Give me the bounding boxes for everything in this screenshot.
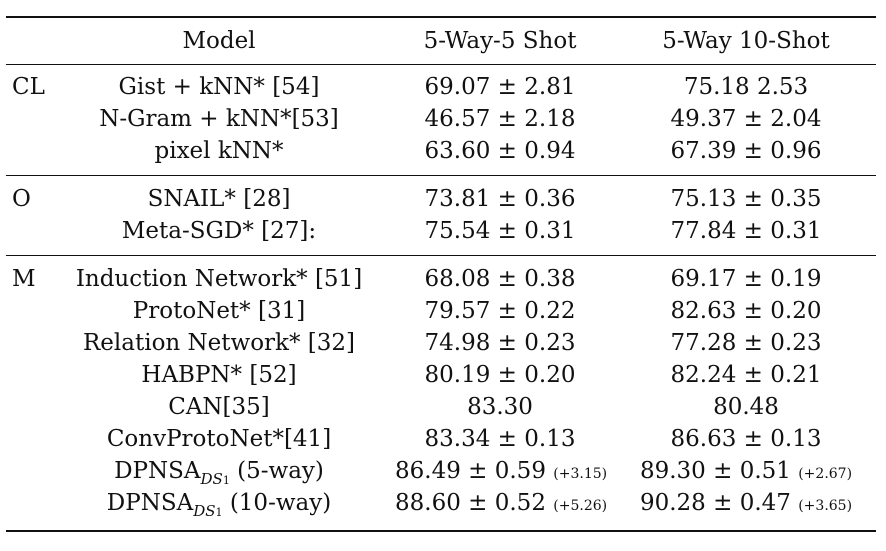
- group-label-m: M: [12, 266, 36, 292]
- model-suffix: (5-way): [229, 458, 324, 484]
- model-name: Gist + kNN* [54]: [118, 74, 320, 100]
- score-10shot: 49.37 ± 2.04: [670, 106, 822, 132]
- model-name: HABPN* [52]: [141, 362, 297, 388]
- table-row: CL Gist + kNN* [54] 69.07 ± 2.81 75.18 2…: [0, 72, 886, 102]
- top-rule: [6, 16, 876, 18]
- header-5way-10shot: 5-Way 10-Shot: [662, 28, 830, 54]
- score-value: 88.60 ± 0.52: [395, 490, 546, 516]
- bottom-rule: [6, 530, 876, 532]
- score-10shot: 77.84 ± 0.31: [670, 218, 822, 244]
- table-row: CAN[35] 83.30 80.48: [0, 392, 886, 422]
- table-row: O SNAIL* [28] 73.81 ± 0.36 75.13 ± 0.35: [0, 184, 886, 214]
- header-5way-5shot: 5-Way-5 Shot: [423, 28, 577, 54]
- model-name: pixel kNN*: [154, 138, 284, 164]
- score-5shot: 86.49 ± 0.59 (+3.15): [395, 456, 608, 489]
- score-value: 86.49 ± 0.59: [395, 458, 546, 484]
- model-name: ProtoNet* [31]: [132, 298, 306, 324]
- group-rule: [6, 255, 876, 256]
- table-row: ProtoNet* [31] 79.57 ± 0.22 82.63 ± 0.20: [0, 296, 886, 326]
- score-10shot: 77.28 ± 0.23: [670, 330, 822, 356]
- score-value: 90.28 ± 0.47: [639, 490, 791, 516]
- score-gain: (+5.26): [553, 498, 608, 514]
- score-10shot: 69.17 ± 0.19: [670, 266, 822, 292]
- header-row: Model 5-Way-5 Shot 5-Way 10-Shot: [0, 26, 886, 56]
- header-rule: [6, 64, 876, 65]
- group-label-cl: CL: [12, 74, 45, 100]
- table-row: N-Gram + kNN*[53] 46.57 ± 2.18 49.37 ± 2…: [0, 104, 886, 134]
- model-name: CAN[35]: [168, 394, 270, 420]
- subscript-index: 1: [215, 505, 223, 519]
- score-5shot: 75.54 ± 0.31: [424, 218, 576, 244]
- model-name: ConvProtoNet*[41]: [106, 426, 332, 452]
- score-10shot: 75.18 2.53: [683, 74, 809, 100]
- score-5shot: 80.19 ± 0.20: [424, 362, 576, 388]
- subscript-index: 1: [222, 473, 230, 487]
- score-5shot: 73.81 ± 0.36: [424, 186, 576, 212]
- score-5shot: 74.98 ± 0.23: [424, 330, 576, 356]
- score-10shot: 89.30 ± 0.51 (+2.67): [628, 456, 864, 489]
- table-row: DPNSADS1 (10-way) 88.60 ± 0.52 (+5.26) 9…: [0, 488, 886, 521]
- score-5shot: 46.57 ± 2.18: [424, 106, 576, 132]
- subscript-text: DS: [193, 501, 216, 520]
- group-rule: [6, 175, 876, 176]
- table-row: M Induction Network* [51] 68.08 ± 0.38 6…: [0, 264, 886, 294]
- group-label-o: O: [12, 186, 31, 212]
- model-name: N-Gram + kNN*[53]: [99, 106, 339, 132]
- model-name: Induction Network* [51]: [75, 266, 363, 292]
- score-5shot: 83.30: [467, 394, 533, 420]
- score-5shot: 63.60 ± 0.94: [424, 138, 576, 164]
- score-10shot: 67.39 ± 0.96: [670, 138, 822, 164]
- model-suffix: (10-way): [222, 490, 332, 516]
- score-10shot: 80.48: [713, 394, 779, 420]
- score-10shot: 86.63 ± 0.13: [670, 426, 822, 452]
- score-10shot: 90.28 ± 0.47 (+3.65): [628, 488, 864, 521]
- model-subscript: DS1: [193, 502, 222, 520]
- model-base: DPNSA: [106, 490, 194, 516]
- table-row: pixel kNN* 63.60 ± 0.94 67.39 ± 0.96: [0, 136, 886, 166]
- model-name: DPNSADS1 (5-way): [42, 456, 396, 496]
- table-row: HABPN* [52] 80.19 ± 0.20 82.24 ± 0.21: [0, 360, 886, 390]
- score-5shot: 88.60 ± 0.52 (+5.26): [395, 488, 608, 521]
- score-gain: (+2.67): [798, 466, 853, 482]
- score-5shot: 79.57 ± 0.22: [424, 298, 576, 324]
- score-10shot: 82.24 ± 0.21: [670, 362, 822, 388]
- score-gain: (+3.65): [798, 498, 853, 514]
- model-base: DPNSA: [114, 458, 201, 484]
- table-row: Meta-SGD* [27]: 75.54 ± 0.31 77.84 ± 0.3…: [0, 216, 886, 246]
- score-value: 89.30 ± 0.51: [639, 458, 791, 484]
- score-gain: (+3.15): [553, 466, 608, 482]
- subscript-text: DS: [200, 469, 223, 488]
- table-row: ConvProtoNet*[41] 83.34 ± 0.13 86.63 ± 0…: [0, 424, 886, 454]
- model-name: DPNSADS1 (10-way): [42, 488, 396, 528]
- score-10shot: 82.63 ± 0.20: [670, 298, 822, 324]
- table-row: Relation Network* [32] 74.98 ± 0.23 77.2…: [0, 328, 886, 358]
- score-5shot: 68.08 ± 0.38: [424, 266, 576, 292]
- table-row: DPNSADS1 (5-way) 86.49 ± 0.59 (+3.15) 89…: [0, 456, 886, 489]
- model-subscript: DS1: [201, 470, 230, 488]
- model-name: Relation Network* [32]: [82, 330, 356, 356]
- score-5shot: 69.07 ± 2.81: [424, 74, 576, 100]
- score-10shot: 75.13 ± 0.35: [670, 186, 822, 212]
- model-name: SNAIL* [28]: [147, 186, 291, 212]
- score-5shot: 83.34 ± 0.13: [424, 426, 576, 452]
- header-model: Model: [182, 28, 256, 54]
- model-name: Meta-SGD* [27]:: [121, 218, 317, 244]
